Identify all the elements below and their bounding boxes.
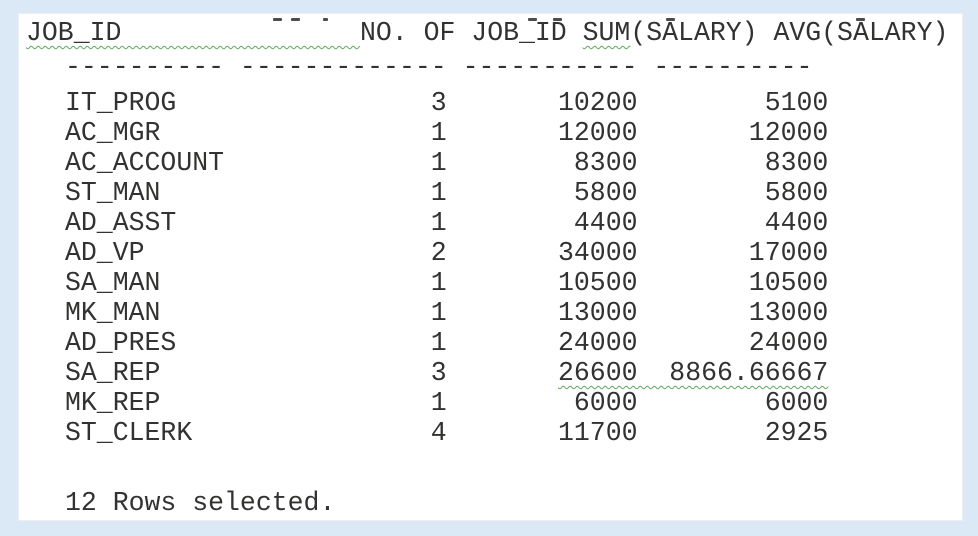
sql-output-sheet: JOB_ID NO. OF JOB_ID SUM(SALARY) AVG(SAL… (18, 13, 963, 521)
table-row: IT_PROG 3 10200 5100 (65, 88, 829, 118)
table-row: AD_ASST 1 4400 4400 (65, 208, 829, 238)
table-row: ST_CLERK 4 11700 2925 (65, 418, 829, 448)
table-row: SA_REP 3 26600 8866.66667 (65, 358, 829, 388)
clipped-glyph-fragment (528, 18, 537, 21)
table-row: AC_ACCOUNT 1 8300 8300 (65, 148, 829, 178)
table-row: MK_REP 1 6000 6000 (65, 388, 829, 418)
clipped-previous-line (19, 14, 962, 22)
clipped-glyph-fragment (291, 18, 300, 21)
table-row: AC_MGR 1 12000 12000 (65, 118, 829, 148)
result-rows: IT_PROG 3 10200 5100 AC_MGR 1 12000 12000… (65, 88, 828, 448)
column-separator-row: ---------- ------------- ----------- ---… (65, 52, 813, 82)
row-values-squiggle: 26600 8866.66667 (557, 358, 829, 388)
table-row: ST_MAN 1 5800 5800 (65, 178, 829, 208)
sum-heading-squiggle: SUM (582, 18, 631, 48)
clipped-glyph-fragment (273, 18, 282, 21)
clipped-glyph-fragment (856, 18, 865, 21)
clipped-glyph-fragment (553, 18, 562, 21)
table-row: MK_MAN 1 13000 13000 (65, 298, 829, 328)
rows-selected-message: 12 Rows selected. (65, 488, 336, 518)
clipped-glyph-fragment (323, 18, 328, 21)
table-row: AD_VP 2 34000 17000 (65, 238, 829, 268)
job-id-heading-squiggle: JOB_ID (26, 18, 360, 48)
table-row: AD_PRES 1 24000 24000 (65, 328, 829, 358)
table-row: SA_MAN 1 10500 10500 (65, 268, 829, 298)
clipped-glyph-fragment (666, 18, 675, 21)
result-header-row: JOB_ID NO. OF JOB_ID SUM(SALARY) AVG(SAL… (26, 18, 949, 48)
